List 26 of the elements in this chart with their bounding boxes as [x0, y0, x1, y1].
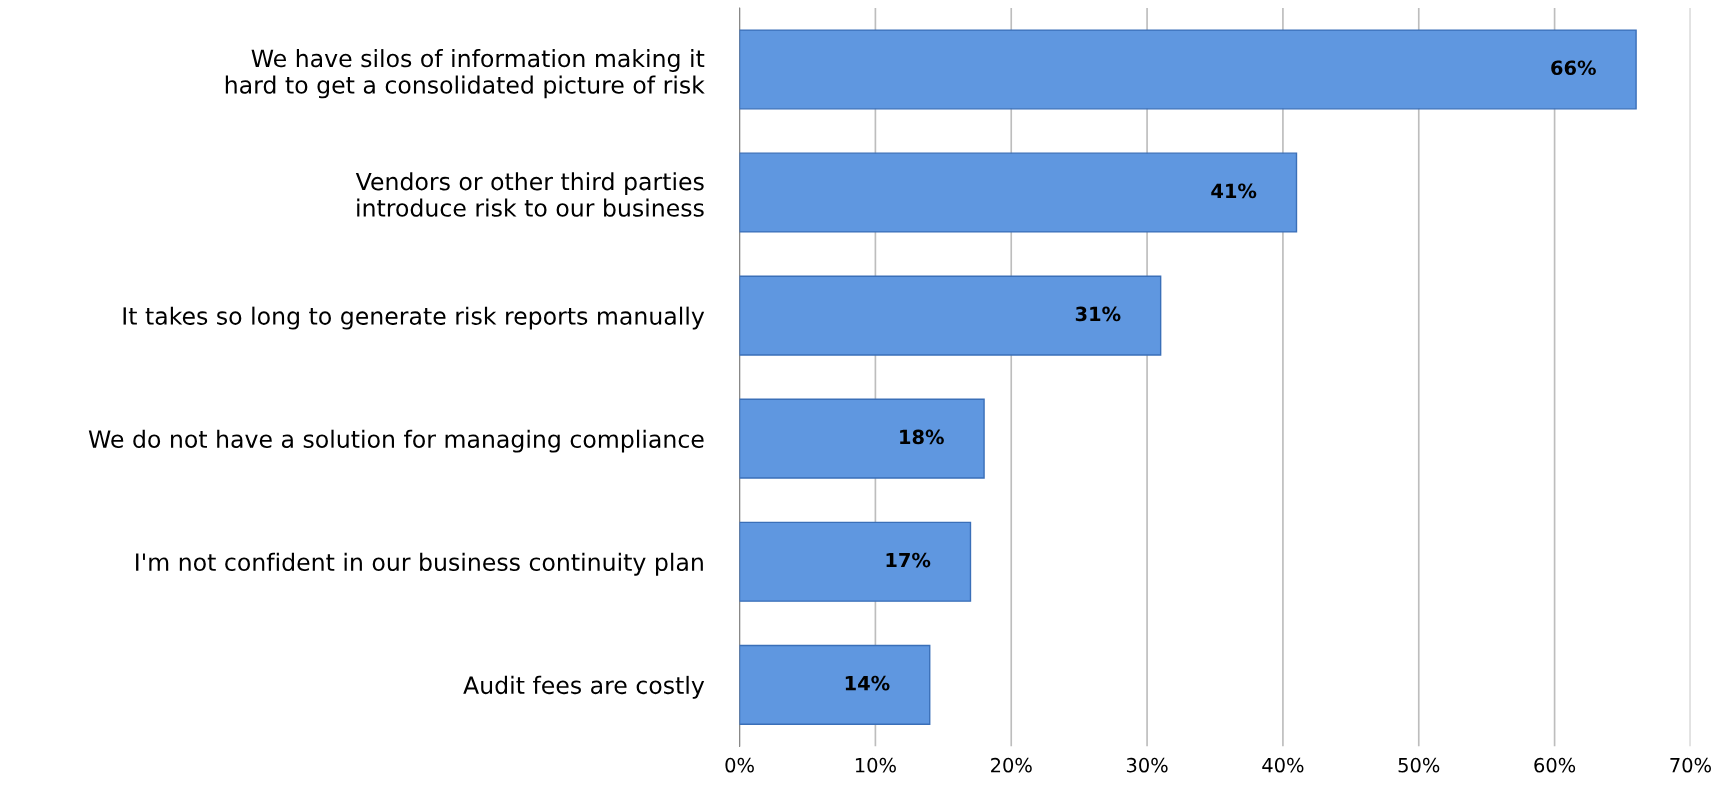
bar — [739, 521, 972, 602]
bar — [739, 398, 985, 479]
data-label: 17% — [886, 552, 931, 568]
data-label: 18% — [900, 429, 944, 445]
y-tick-label: Vendors or other third parties introduce risk to our business — [355, 172, 704, 217]
x-tick-label: 40% — [1262, 757, 1304, 773]
x-tick-label: 20% — [991, 757, 1032, 773]
bar — [739, 152, 1298, 233]
x-tick-label: 10% — [855, 757, 896, 773]
y-tick-label: It takes so long to generate risk reports manually — [123, 306, 705, 330]
data-label: 14% — [845, 675, 890, 691]
data-label: 66% — [1551, 60, 1596, 76]
bar — [739, 644, 931, 725]
bar — [739, 29, 1637, 110]
x-tick-label: 70% — [1670, 757, 1711, 773]
data-label: 31% — [1075, 306, 1121, 322]
bar — [739, 275, 1162, 356]
x-tick-label: 50% — [1398, 757, 1440, 773]
data-label: 41% — [1211, 183, 1257, 199]
y-tick-label: Audit fees are costly — [463, 675, 705, 699]
y-tick-label: We have silos of information making it hard to get a consolidated picture of risk — [225, 49, 705, 99]
y-tick-label: We do not have a solution for managing compliance — [88, 429, 704, 453]
y-tick-label: I'm not confident in our business continuity plan — [136, 552, 703, 576]
x-tick-label: 0% — [725, 757, 754, 773]
x-tick-label: 30% — [1126, 757, 1168, 773]
x-tick-label: 60% — [1534, 757, 1576, 773]
